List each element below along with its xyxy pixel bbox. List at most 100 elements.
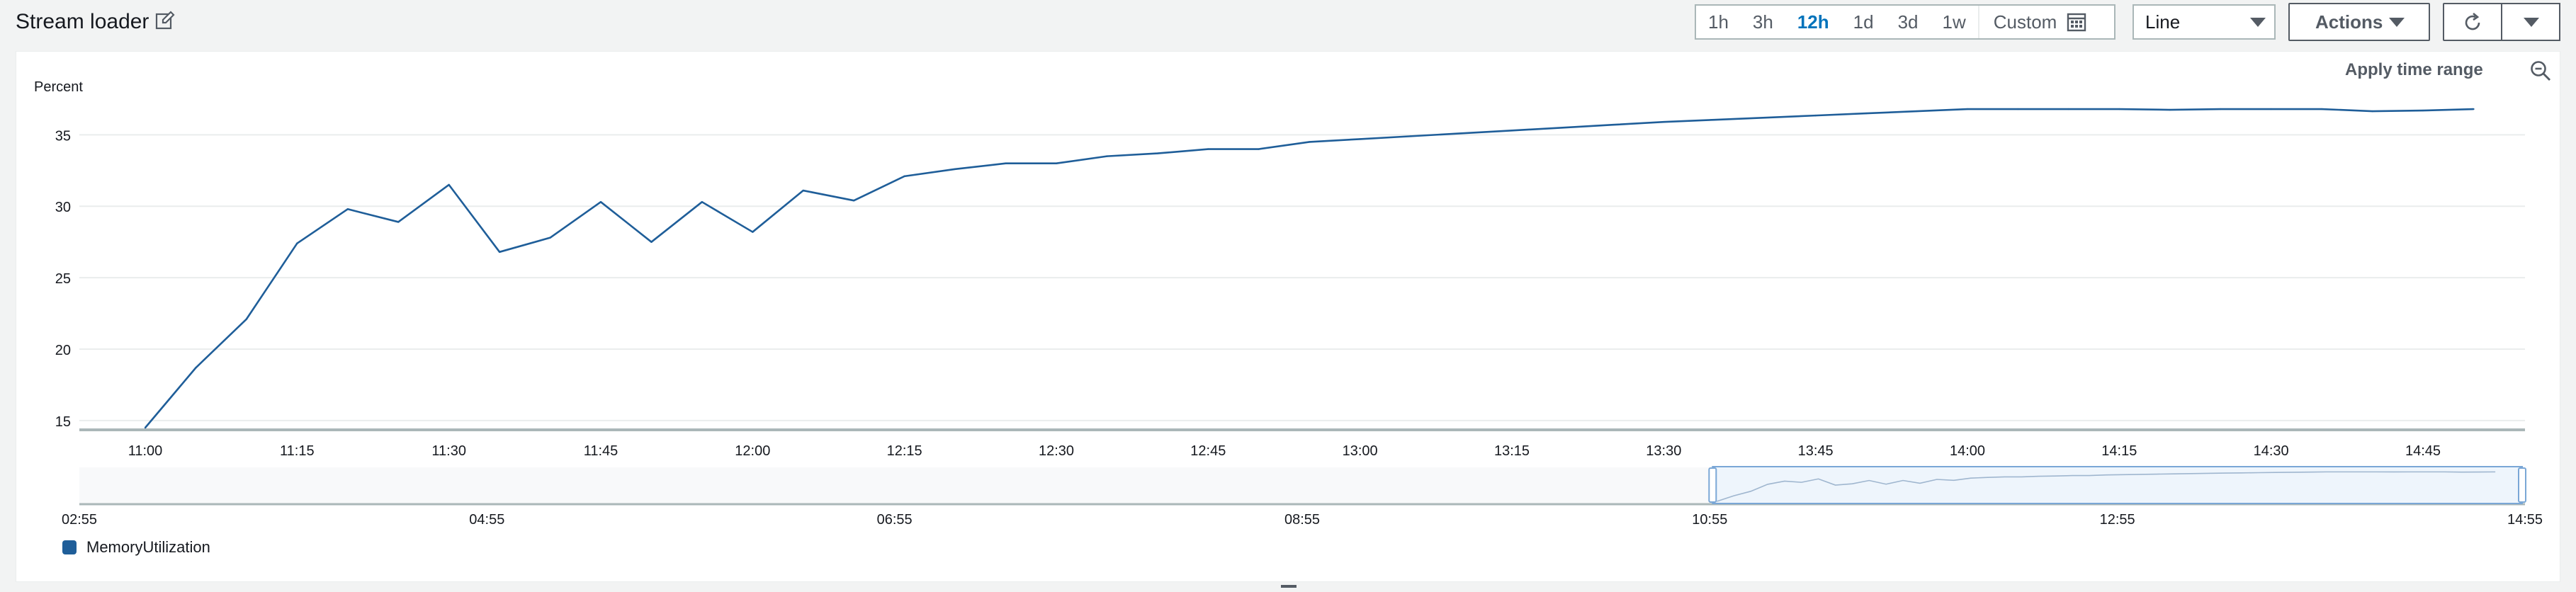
- data-point: [1612, 124, 1615, 126]
- y-tick-label: 25: [55, 271, 71, 287]
- refresh-options-button[interactable]: [2502, 3, 2560, 41]
- data-point: [1005, 162, 1007, 164]
- actions-label: Actions: [2315, 11, 2383, 33]
- actions-button[interactable]: Actions: [2288, 3, 2430, 41]
- data-point: [650, 241, 653, 243]
- time-option-12h[interactable]: 12h: [1797, 11, 1829, 33]
- overview-tick-label: 04:55: [469, 512, 504, 528]
- x-tick-label: 11:00: [128, 443, 163, 459]
- overview-handle-left[interactable]: [1708, 467, 1717, 503]
- data-point: [397, 221, 400, 223]
- data-point: [346, 208, 349, 210]
- caret-down-icon: [2389, 18, 2405, 27]
- x-tick-label: 11:15: [280, 443, 315, 459]
- overview-series-line: [1717, 471, 2496, 502]
- custom-range-label: Custom: [1993, 11, 2057, 33]
- data-point: [1207, 148, 1209, 150]
- data-point: [1359, 138, 1361, 140]
- y-tick-label: 15: [55, 414, 71, 430]
- x-tick-label: 14:00: [1950, 443, 1985, 459]
- x-tick-label: 12:00: [735, 443, 770, 459]
- zoom-out-icon[interactable]: [2529, 59, 2552, 82]
- data-point: [1865, 112, 1868, 115]
- y-axis-label: Percent: [34, 79, 83, 95]
- x-tick-label: 12:15: [887, 443, 922, 459]
- panel-resize-handle[interactable]: [1281, 585, 1297, 588]
- data-point: [1764, 116, 1766, 119]
- data-point: [1055, 162, 1058, 164]
- x-tick-label: 12:45: [1190, 443, 1226, 459]
- overview-tick-label: 02:55: [62, 512, 97, 528]
- x-tick-label: 13:00: [1343, 443, 1378, 459]
- refresh-button[interactable]: [2443, 3, 2502, 41]
- time-option-1w[interactable]: 1w: [1942, 11, 1966, 33]
- data-point: [2067, 108, 2070, 110]
- data-point: [2169, 108, 2171, 111]
- data-point: [498, 251, 501, 254]
- x-tick-label: 11:45: [584, 443, 618, 459]
- legend-label-memory-utilization: MemoryUtilization: [86, 538, 210, 556]
- data-point: [1663, 120, 1665, 123]
- legend-swatch: [62, 540, 77, 554]
- data-point: [701, 200, 704, 203]
- data-point: [1916, 110, 1918, 113]
- time-option-3h[interactable]: 3h: [1752, 11, 1773, 33]
- overview-tick-label: 06:55: [877, 512, 913, 528]
- data-point: [752, 231, 754, 233]
- view-type-value: Line: [2145, 11, 2181, 33]
- data-point: [296, 242, 298, 244]
- series-line-memory-utilization: [145, 108, 2474, 428]
- data-point: [549, 237, 551, 239]
- data-point: [2017, 108, 2019, 110]
- y-tick-label: 20: [55, 343, 71, 358]
- data-point: [245, 318, 248, 320]
- overview-tick-label: 08:55: [1284, 512, 1320, 528]
- chart-legend[interactable]: MemoryUtilization: [62, 538, 210, 557]
- data-point: [599, 200, 602, 203]
- page-title: Stream loader: [16, 10, 149, 33]
- x-tick-label: 14:30: [2254, 443, 2289, 459]
- overview-tick-label: 12:55: [2100, 512, 2135, 528]
- data-point: [1814, 114, 1817, 117]
- data-point: [2473, 108, 2475, 110]
- data-point: [1713, 118, 1715, 121]
- data-point: [448, 183, 450, 186]
- data-point: [2220, 108, 2222, 110]
- data-point: [853, 199, 855, 202]
- x-tick-label: 14:15: [2101, 443, 2137, 459]
- time-range-selector: 1h 3h 12h 1d 3d 1w Custom: [1695, 4, 2115, 40]
- data-point: [1966, 108, 1969, 110]
- overview-tick-label: 14:55: [2507, 512, 2543, 528]
- apply-time-range-link[interactable]: Apply time range: [2345, 60, 2483, 79]
- data-point: [195, 367, 197, 369]
- x-tick-label: 13:45: [1798, 443, 1834, 459]
- data-point: [903, 175, 905, 178]
- data-point: [954, 168, 956, 170]
- time-option-1d[interactable]: 1d: [1853, 11, 1874, 33]
- x-tick-label: 11:30: [431, 443, 466, 459]
- data-point: [1561, 127, 1564, 129]
- overview-handle-right[interactable]: [2518, 467, 2526, 503]
- refresh-icon: [2465, 13, 2480, 30]
- data-point: [1510, 130, 1513, 132]
- dashboard-header: Stream loader 1h 3h 12h 1d 3d 1w Custom …: [0, 0, 2576, 45]
- data-point: [1460, 132, 1462, 135]
- edit-icon[interactable]: [154, 10, 176, 31]
- data-point: [2320, 108, 2323, 110]
- caret-down-icon: [2524, 18, 2539, 27]
- data-point: [144, 426, 147, 429]
- data-point: [1409, 135, 1412, 137]
- calendar-icon: [2067, 13, 2086, 32]
- data-point: [2371, 110, 2373, 113]
- x-tick-label: 12:30: [1039, 443, 1074, 459]
- data-point: [2270, 108, 2272, 110]
- time-option-1h[interactable]: 1h: [1708, 11, 1729, 33]
- data-point: [1156, 152, 1159, 154]
- data-point: [802, 189, 804, 192]
- x-tick-label: 13:30: [1646, 443, 1681, 459]
- data-point: [1258, 148, 1260, 150]
- time-option-3d[interactable]: 3d: [1897, 11, 1919, 33]
- view-type-select[interactable]: Line: [2132, 4, 2276, 40]
- custom-range-button[interactable]: Custom: [1977, 6, 2087, 38]
